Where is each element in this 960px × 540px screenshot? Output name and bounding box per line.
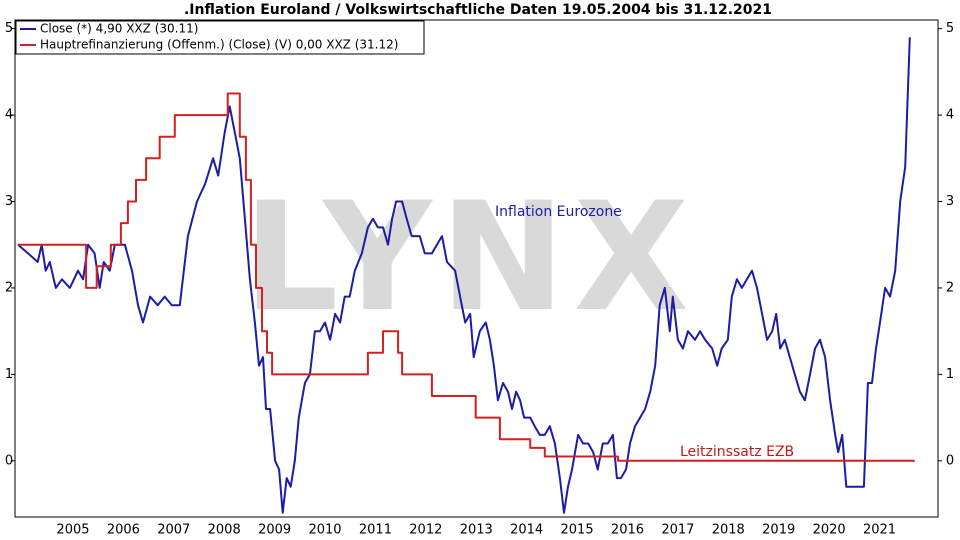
x-tick-label: 2007 bbox=[157, 523, 190, 538]
y-tick-label: 5 bbox=[5, 21, 13, 36]
y-tick-label: 3 bbox=[5, 194, 13, 209]
x-tick-label: 2011 bbox=[359, 523, 392, 538]
legend-label: Close (*) 4,90 XXZ (30.11) bbox=[40, 22, 198, 36]
x-tick-label: 2013 bbox=[460, 523, 493, 538]
x-tick-label: 2015 bbox=[561, 523, 594, 538]
watermark: LYNX bbox=[243, 171, 697, 345]
y2-tick-label: 3 bbox=[946, 194, 954, 209]
x-tick-label: 2006 bbox=[107, 523, 140, 538]
annotation: Inflation Eurozone bbox=[495, 204, 622, 220]
x-tick-label: 2020 bbox=[813, 523, 846, 538]
line-series bbox=[18, 92, 915, 462]
y2-tick-label: 4 bbox=[946, 108, 954, 123]
x-tick-label: 2016 bbox=[611, 523, 644, 538]
y2-tick-label: 5 bbox=[946, 21, 954, 36]
plot-frame bbox=[14, 19, 939, 518]
legend: Close (*) 4,90 XXZ (30.11) Hauptrefinanzi… bbox=[15, 20, 425, 55]
x-tick-label: 2010 bbox=[308, 523, 341, 538]
y2-tick-label: 0 bbox=[946, 453, 954, 468]
x-tick-label: 2021 bbox=[863, 523, 896, 538]
y2-tick-label: 2 bbox=[946, 280, 954, 295]
legend-box bbox=[15, 20, 425, 55]
x-tick-label: 2008 bbox=[208, 523, 241, 538]
x-tick-label: 2014 bbox=[510, 523, 543, 538]
line-series bbox=[17, 37, 911, 514]
y-tick-label: 2 bbox=[5, 280, 13, 295]
chart-title: .Inflation Euroland / Volkswirtschaftlic… bbox=[184, 2, 772, 18]
y-tick-label: 1 bbox=[5, 367, 13, 382]
x-tick-label: 2009 bbox=[258, 523, 291, 538]
plot bbox=[17, 37, 915, 514]
x-tick-label: 2005 bbox=[56, 523, 89, 538]
legend-label: Hauptrefinanzierung (Offenm.) (Close) (V… bbox=[40, 38, 398, 52]
y-tick-label: 4 bbox=[5, 108, 13, 123]
y-tick-label: 0 bbox=[5, 453, 13, 468]
annotation: Leitzinssatz EZB bbox=[680, 444, 794, 460]
y2-tick-label: 1 bbox=[946, 367, 954, 382]
x-tick-label: 2012 bbox=[409, 523, 442, 538]
x-tick-label: 2017 bbox=[661, 523, 694, 538]
x-tick-label: 2018 bbox=[712, 523, 745, 538]
x-tick-label: 2019 bbox=[762, 523, 795, 538]
